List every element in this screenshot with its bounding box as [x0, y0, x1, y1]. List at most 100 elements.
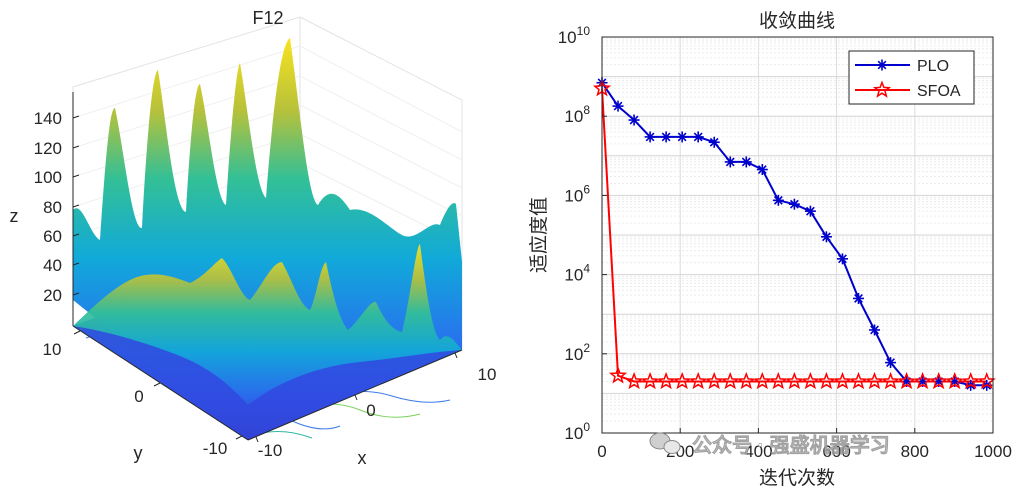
marker-sfoa [657, 371, 676, 390]
marker-plo [804, 205, 816, 217]
marker-sfoa [705, 371, 724, 390]
marker-plo [885, 357, 897, 369]
conv-x-tick-label: 1000 [974, 442, 1012, 461]
y-axis-3d [72, 325, 249, 441]
watermark: 公众号 · 强盛机器学习 [649, 432, 890, 457]
marker-sfoa [849, 371, 868, 390]
conv-x-tick-labels: 0 200 400 600 800 1000 [597, 442, 1012, 461]
marker-sfoa [945, 371, 964, 390]
marker-sfoa [833, 371, 852, 390]
marker-plo [676, 131, 688, 143]
plot-frame [601, 36, 994, 434]
x-tick-label: 10 [478, 365, 497, 384]
conv-y-axis-label: 适应度值 [528, 197, 550, 273]
axis-ticks [601, 36, 994, 434]
legend-asterisk [876, 59, 888, 71]
floor-ticks [73, 330, 458, 443]
marker-sfoa [961, 371, 980, 390]
legend-marker-sfoa [872, 80, 892, 98]
marker-plo [772, 194, 784, 206]
marker-sfoa [721, 371, 740, 390]
conv-y-tick-label: 1010 [558, 24, 591, 47]
wechat-icon [649, 432, 681, 454]
conv-y-tick-label: 102 [564, 341, 590, 364]
marker-sfoa [769, 371, 788, 390]
marker-plo [612, 100, 624, 112]
z-axis-label: z [10, 206, 19, 226]
marker-sfoa [817, 371, 836, 390]
marker-plo [869, 324, 881, 336]
conv-y-tick-label: 104 [564, 262, 590, 285]
z-tick-label: 140 [34, 109, 62, 128]
marker-plo [692, 131, 704, 143]
watermark-text: 公众号 · 强盛机器学习 [692, 433, 890, 457]
z-tick-label: 100 [34, 168, 62, 187]
marker-sfoa [785, 371, 804, 390]
z-tick-label: 40 [43, 256, 62, 275]
conv-y-tick-label: 100 [564, 420, 590, 443]
legend-marker-plo [876, 59, 888, 71]
legend-label-sfoa: SFOA [917, 83, 961, 100]
conv-x-tick-label: 400 [744, 442, 772, 461]
marker-sfoa [913, 371, 932, 390]
legend-star [872, 80, 892, 98]
surface-low-band [73, 326, 462, 440]
marker-plo [756, 164, 768, 176]
surface-front-ridges [73, 244, 462, 440]
y-tick-labels: 10 0 -10 [43, 340, 228, 458]
conv-x-tick-label: 800 [901, 442, 929, 461]
z-tick-label: 20 [43, 286, 62, 305]
z-ticks [72, 115, 80, 296]
y-tick-label: -10 [203, 439, 228, 458]
marker-plo [836, 253, 848, 265]
conv-y-tick-labels: 100 102 104 106 108 1010 [558, 24, 591, 443]
x-axis-label: x [358, 448, 367, 468]
marker-plo [740, 156, 752, 168]
series-markers [592, 77, 996, 391]
marker-sfoa [865, 371, 884, 390]
surface-mesh [73, 38, 462, 440]
legend: PLO SFOA [848, 50, 975, 105]
z-tick-label: 120 [34, 139, 62, 158]
marker-sfoa [608, 366, 628, 384]
marker-sfoa [897, 371, 916, 390]
marker-plo [660, 131, 672, 143]
marker-plo [708, 136, 720, 148]
y-tick-label: 0 [134, 387, 143, 406]
marker-sfoa [689, 371, 708, 390]
x-tick-labels: -10 0 10 [258, 365, 497, 460]
marker-sfoa [641, 371, 660, 390]
x-tick-label: 0 [366, 401, 375, 420]
conv-y-tick-label: 106 [564, 182, 590, 205]
legend-entry-sfoa: SFOA [855, 80, 961, 100]
marker-sfoa [977, 371, 996, 390]
marker-sfoa [929, 371, 948, 390]
surface-plot: 20 40 60 80 100 120 140 10 0 -10 -10 0 1 [10, 8, 497, 468]
marker-plo [820, 231, 832, 243]
marker-plo [724, 156, 736, 168]
y-tick-label: 10 [43, 340, 62, 359]
conv-x-tick-label: 0 [597, 442, 606, 461]
marker-plo [628, 114, 640, 126]
marker-sfoa [673, 371, 692, 390]
marker-sfoa [881, 371, 900, 390]
z-tick-labels: 20 40 60 80 100 120 140 [34, 109, 62, 305]
legend-box [848, 50, 975, 105]
marker-sfoa [801, 371, 820, 390]
marker-plo [788, 198, 800, 210]
legend-label-plo: PLO [917, 58, 949, 75]
marker-sfoa [624, 371, 644, 390]
conv-x-axis-label: 迭代次数 [759, 467, 835, 489]
conv-y-tick-label: 108 [564, 103, 590, 126]
marker-plo [852, 292, 864, 304]
marker-plo [644, 131, 656, 143]
marker-sfoa [753, 371, 772, 390]
conv-x-tick-label: 600 [822, 442, 850, 461]
convergence-plot: 0 200 400 600 800 1000 100 102 104 106 1… [528, 10, 1012, 489]
marker-sfoa [737, 371, 756, 390]
legend-entry-plo: PLO [855, 58, 949, 75]
z-tick-label: 80 [43, 198, 62, 217]
y-axis-label: y [134, 443, 143, 463]
z-tick-label: 60 [43, 227, 62, 246]
x-tick-label: -10 [258, 441, 283, 460]
